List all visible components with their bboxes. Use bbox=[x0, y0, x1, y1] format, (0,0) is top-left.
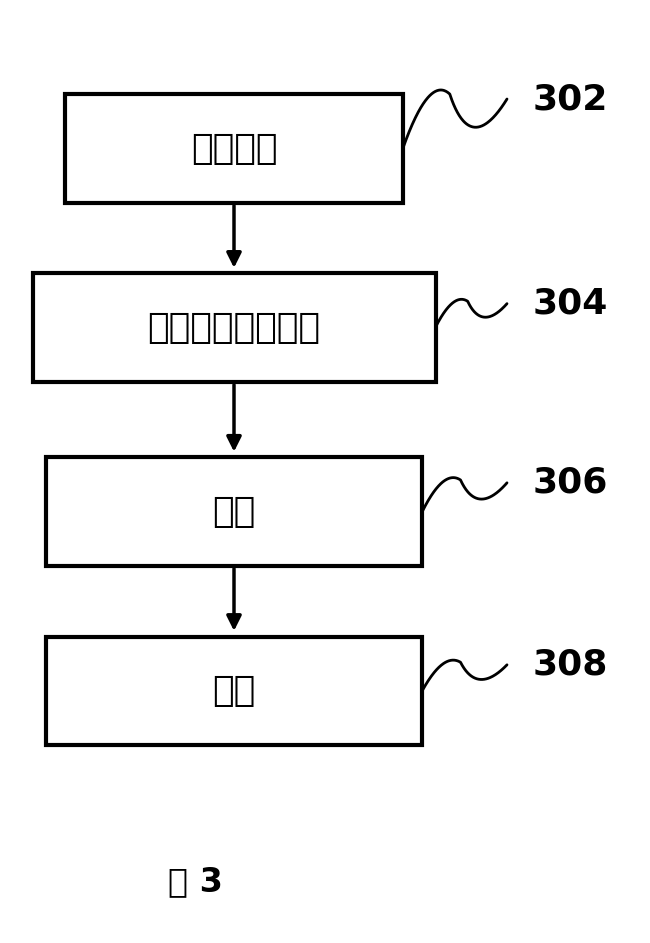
Text: 模块或测试用电脑: 模块或测试用电脑 bbox=[148, 310, 320, 345]
Text: 306: 306 bbox=[533, 466, 608, 500]
Text: 图 3: 图 3 bbox=[168, 866, 222, 898]
Text: 测试: 测试 bbox=[213, 494, 255, 529]
Bar bbox=[65, 94, 403, 203]
Bar bbox=[32, 273, 436, 382]
Text: 304: 304 bbox=[533, 287, 608, 321]
Text: 出货: 出货 bbox=[213, 673, 255, 708]
Text: 集成电路: 集成电路 bbox=[190, 131, 278, 166]
Text: 302: 302 bbox=[533, 82, 608, 116]
Bar bbox=[46, 457, 423, 566]
Bar bbox=[46, 637, 423, 745]
Text: 308: 308 bbox=[533, 648, 608, 682]
